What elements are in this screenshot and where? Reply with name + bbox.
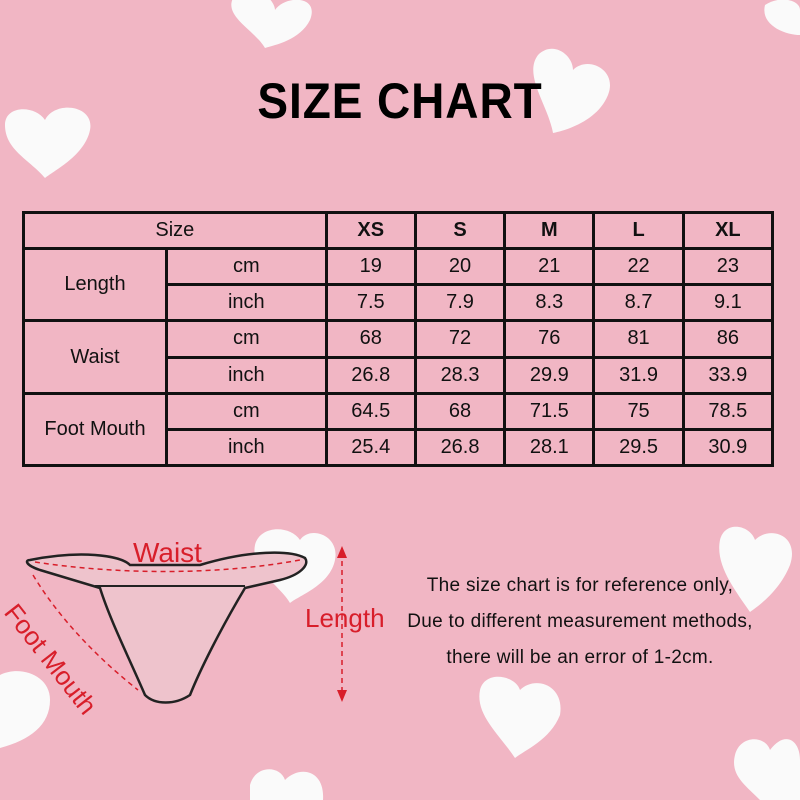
size-chart-table: Size XS S M L XL Length cm 19 20 21 22 23 inch 7… [22,210,775,468]
value-cell: 81 [592,319,685,359]
size-header-cell: M [503,210,596,251]
value-cell: 20 [413,247,507,287]
value-cell: 28.3 [413,355,507,395]
value-cell: 26.8 [324,355,417,395]
value-cell: 68 [324,319,417,359]
value-cell: 72 [413,319,507,359]
note-line: Due to different measurement methods, [407,611,753,632]
size-header: Size [22,210,328,251]
heart-decoration [5,107,91,178]
value-cell: 86 [681,319,775,359]
value-cell: 22 [592,247,685,287]
heart-decoration [479,676,561,758]
size-header-cell: XS [324,210,417,251]
note-line: The size chart is for reference only, [426,575,734,596]
note-line: there will be an error of 1-2cm. [446,647,714,668]
value-cell: 23 [681,247,775,287]
unit-label: cm [165,391,328,431]
size-note: The size chart is for reference only, Du… [380,568,780,676]
value-cell: 8.7 [592,283,685,323]
value-cell: 71.5 [503,391,596,431]
unit-label: cm [165,319,328,359]
heart-decoration [0,671,50,748]
value-cell: 33.9 [681,355,775,395]
value-cell: 31.9 [592,355,685,395]
value-cell: 68 [413,391,507,431]
heart-decoration [231,0,312,48]
value-cell: 30.9 [681,427,775,468]
unit-label: cm [165,247,328,287]
measure-label: Foot Mouth [22,391,168,468]
table-row: Foot Mouth cm 64.5 68 71.5 75 78.5 [22,391,775,468]
value-cell: 25.4 [324,427,417,468]
heart-decoration [250,769,324,800]
heart-decoration [734,739,800,800]
page-title: SIZE CHART [257,73,543,129]
value-cell: 28.1 [503,427,596,468]
heart-decoration [533,48,610,133]
value-cell: 21 [503,247,596,287]
unit-label: inch [165,427,328,468]
table-row: inch 7.5 7.9 8.3 8.7 9.1 [24,283,775,323]
value-cell: 7.5 [324,283,417,323]
value-cell: 64.5 [324,391,417,431]
value-cell: 75 [592,391,685,431]
thong-diagram [25,546,347,704]
value-cell: 76 [503,319,596,359]
value-cell: 26.8 [413,427,507,468]
size-header-cell: XL [681,210,775,251]
table-header-row: Size XS S M L XL [22,210,775,251]
value-cell: 29.9 [503,355,596,395]
table-row: Waist cm 68 72 76 81 86 [22,319,775,395]
value-cell: 78.5 [681,391,775,431]
value-cell: 19 [324,247,417,287]
value-cell: 7.9 [413,283,507,323]
table-row: Length cm 19 20 21 22 23 [22,247,775,323]
size-header-cell: L [592,210,685,251]
value-cell: 8.3 [503,283,596,323]
length-label: Length [305,603,385,633]
heart-decoration [719,526,792,612]
table-row: inch 26.8 28.3 29.9 31.9 33.9 [24,355,775,395]
unit-label: inch [165,283,328,323]
size-header-cell: S [413,210,507,251]
waist-label: Waist [133,537,202,568]
table-row: inch 25.4 26.8 28.1 29.5 30.9 [24,427,775,468]
value-cell: 29.5 [592,427,685,468]
heart-decoration [764,0,800,35]
unit-label: inch [165,355,328,395]
value-cell: 9.1 [681,283,775,323]
measure-label: Waist [22,319,168,395]
measure-label: Length [22,247,168,323]
